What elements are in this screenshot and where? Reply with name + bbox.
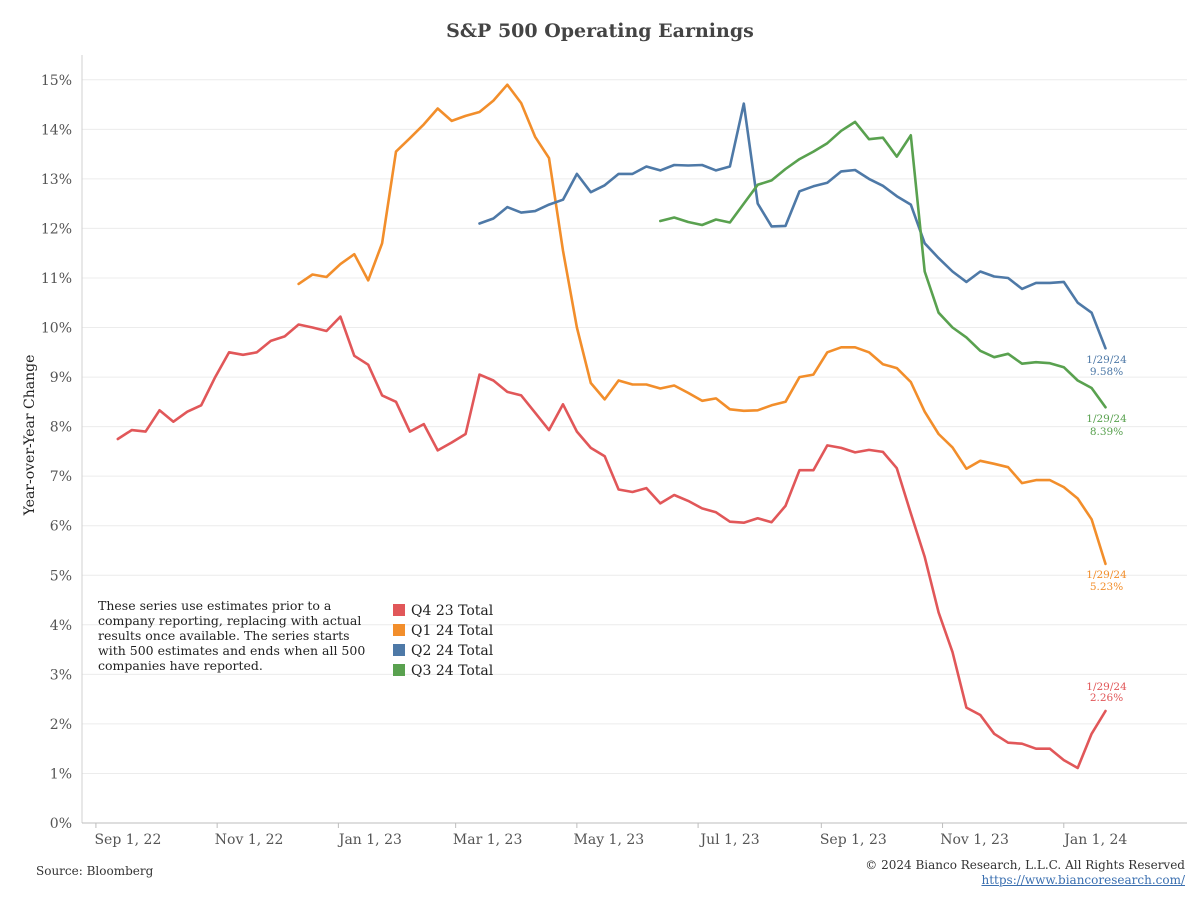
legend-label: Q1 24 Total	[411, 623, 494, 639]
legend-label: Q3 24 Total	[411, 663, 494, 679]
legend: Q4 23 Total Q1 24 Total Q2 24 Total Q3 24 T…	[393, 603, 494, 679]
series-end-label: 1/29/24	[1086, 354, 1127, 366]
x-tick-label: May 1, 23	[574, 832, 645, 848]
y-tick-label: 5%	[50, 568, 72, 584]
source-note: Source: Bloomberg	[36, 864, 154, 878]
y-tick-label: 8%	[50, 420, 72, 436]
x-tick-label: Mar 1, 23	[453, 832, 522, 848]
y-axis-label: Year-over-Year Change	[22, 355, 38, 517]
annotation-line: with 500 estimates and ends when all 500	[98, 643, 365, 658]
y-tick-label: 11%	[41, 271, 72, 287]
series-end-label: 1/29/24	[1086, 569, 1127, 581]
series-lines	[116, 83, 1107, 770]
legend-swatch	[393, 644, 405, 656]
x-tick-label: Jan 1, 24	[1062, 832, 1127, 848]
series-end-label: 1/29/24	[1086, 681, 1127, 693]
series-line	[297, 83, 1107, 566]
x-tick-label: Jul 1, 23	[699, 832, 760, 848]
y-tick-label: 15%	[41, 73, 72, 89]
series-end-label: 5.23%	[1090, 581, 1123, 593]
copyright-block: © 2024 Bianco Research, L.L.C. All Right…	[865, 858, 1185, 888]
legend-swatch	[393, 624, 405, 636]
gridlines	[82, 79, 1187, 824]
series-end-label: 1/29/24	[1086, 413, 1127, 425]
copyright-text: © 2024 Bianco Research, L.L.C. All Right…	[865, 858, 1185, 872]
axes: 0% 1% 2% 3% 4% 5% 6% 7% 8% 9% 10% 11% 12% 13% 14% 15% Se…	[41, 55, 1187, 848]
series-line	[658, 120, 1107, 409]
y-tick-label: 1%	[50, 766, 72, 782]
legend-label: Q2 24 Total	[411, 643, 494, 659]
y-tick-label: 6%	[50, 519, 72, 535]
legend-swatch	[393, 604, 405, 616]
y-tick-label: 9%	[50, 370, 72, 386]
chart-title: S&P 500 Operating Earnings	[446, 20, 754, 42]
x-tick-label: Nov 1, 23	[940, 832, 1009, 848]
x-tick-label: Sep 1, 23	[820, 832, 887, 848]
x-tick-label: Nov 1, 22	[215, 832, 284, 848]
legend-label: Q4 23 Total	[411, 603, 494, 619]
y-tick-label: 12%	[41, 221, 72, 237]
legend-swatch	[393, 664, 405, 676]
annotation-line: companies have reported.	[98, 658, 263, 673]
annotation-line: company reporting, replacing with actual	[98, 613, 361, 628]
x-tick-label: Sep 1, 22	[94, 832, 161, 848]
y-tick-label: 13%	[41, 172, 72, 188]
series-end-label: 8.39%	[1090, 426, 1123, 438]
series-line	[478, 102, 1107, 350]
annotation-line: results once available. The series start…	[98, 628, 350, 643]
series-end-label: 2.26%	[1090, 692, 1123, 704]
x-tick-label: Jan 1, 23	[337, 832, 402, 848]
y-tick-label: 14%	[41, 122, 72, 138]
y-tick-label: 4%	[50, 618, 72, 634]
y-tick-label: 3%	[50, 667, 72, 683]
annotation-note: These series use estimates prior to acom…	[98, 598, 365, 673]
series-line	[116, 315, 1107, 770]
annotation-line: These series use estimates prior to a	[98, 598, 332, 613]
y-tick-label: 7%	[50, 469, 72, 485]
series-end-label: 9.58%	[1090, 366, 1123, 378]
y-tick-label: 0%	[50, 816, 72, 832]
y-tick-label: 10%	[41, 321, 72, 337]
y-tick-label: 2%	[50, 717, 72, 733]
end-labels: 1/29/242.26%1/29/245.23%1/29/249.58%1/29…	[1086, 354, 1127, 704]
website-link[interactable]: https://www.biancoresearch.com/	[981, 873, 1185, 887]
